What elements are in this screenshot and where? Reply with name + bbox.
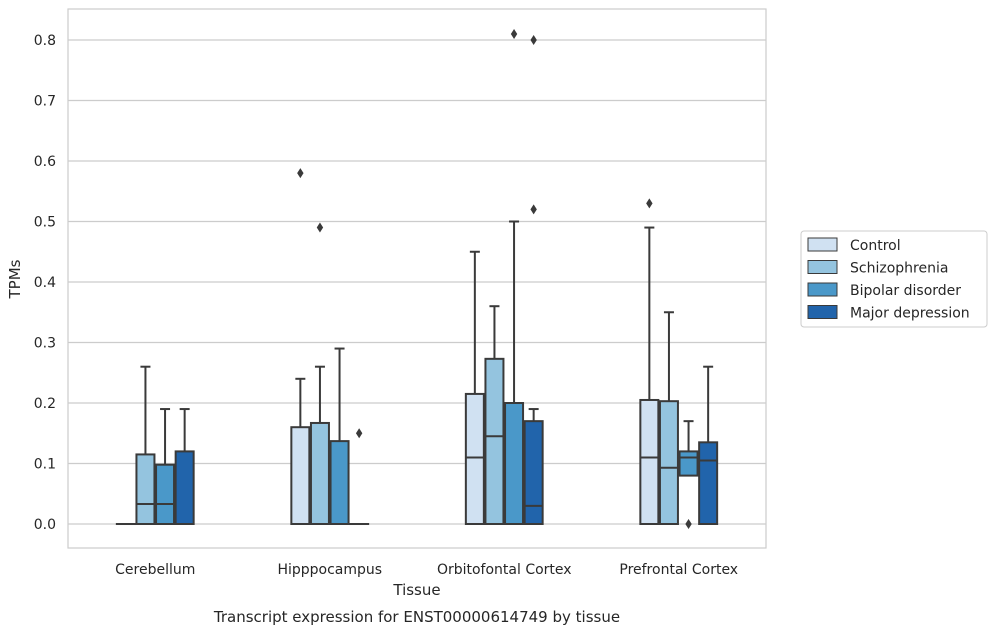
y-tick-label: 0.2 xyxy=(34,396,56,412)
y-axis-label: TPMs xyxy=(6,259,24,299)
legend-swatch xyxy=(807,260,838,274)
legend-swatch xyxy=(807,305,838,319)
box-schizophrenia xyxy=(309,222,330,525)
box-schizophrenia xyxy=(135,365,156,525)
legend-swatch xyxy=(807,282,838,297)
box-schizophrenia xyxy=(484,305,505,525)
box-bipolar-disorder xyxy=(678,420,699,529)
legend: Control Schizophrenia Bipolar disorder Majo… xyxy=(800,230,988,328)
box-iqr xyxy=(658,400,679,525)
box-iqr xyxy=(678,450,699,477)
outlier-point xyxy=(530,35,537,45)
outlier-point xyxy=(685,519,692,529)
box-iqr xyxy=(464,392,485,525)
chart-caption: Transcript expression for ENST0000061474… xyxy=(213,608,620,626)
box-iqr xyxy=(504,402,525,525)
y-tick-label: 0.0 xyxy=(34,517,56,533)
boxes xyxy=(115,28,719,529)
x-tick-label: Hipppocampus xyxy=(277,562,382,578)
plot-frame xyxy=(67,8,767,549)
box-iqr xyxy=(309,421,330,525)
legend-label: Major depression xyxy=(850,306,970,322)
box-bipolar-disorder xyxy=(329,347,350,525)
x-tick-label: Cerebellum xyxy=(115,562,195,578)
y-tick-label: 0.1 xyxy=(34,457,56,473)
x-axis-ticks: Cerebellum Hipppocampus Orbitofontal Corte… xyxy=(115,562,738,578)
box-iqr xyxy=(639,398,660,526)
box-control xyxy=(464,250,485,525)
box-major-depression xyxy=(174,408,195,525)
legend-label: Schizophrenia xyxy=(850,261,948,277)
legend-frame xyxy=(800,230,988,328)
y-tick-label: 0.5 xyxy=(34,215,56,231)
x-axis-label: Tissue xyxy=(392,581,440,599)
box-iqr xyxy=(155,463,176,525)
legend-label: Bipolar disorder xyxy=(850,283,961,299)
outlier-point xyxy=(297,168,304,179)
outlier-point xyxy=(355,428,363,439)
legend-swatch xyxy=(807,237,838,252)
y-tick-label: 0.3 xyxy=(34,336,56,352)
x-tick-label: Prefrontal Cortex xyxy=(619,562,738,578)
x-tick-label: Orbitofontal Cortex xyxy=(437,562,572,578)
box-iqr xyxy=(290,426,311,526)
box-iqr xyxy=(174,450,195,525)
box-iqr xyxy=(523,420,544,525)
box-schizophrenia xyxy=(658,311,679,525)
y-axis-ticks: 0.0 0.1 0.2 0.3 0.4 0.5 0.6 0.7 0.8 xyxy=(34,33,56,533)
box-major-depression xyxy=(698,365,719,526)
y-tick-label: 0.8 xyxy=(34,33,56,49)
box-bipolar-disorder xyxy=(504,28,525,525)
box-iqr xyxy=(698,441,719,526)
outlier-point xyxy=(646,198,653,209)
box-iqr xyxy=(135,453,156,525)
outlier-point xyxy=(316,222,324,233)
box-control xyxy=(290,168,311,526)
y-tick-label: 0.6 xyxy=(34,154,56,170)
box-major-depression xyxy=(523,35,544,525)
box-major-depression xyxy=(349,428,370,526)
legend-label: Control xyxy=(850,238,901,254)
y-tick-label: 0.4 xyxy=(34,275,56,291)
box-control xyxy=(639,198,660,526)
box-iqr xyxy=(329,440,350,525)
box-iqr xyxy=(484,357,505,525)
box-bipolar-disorder xyxy=(155,408,176,525)
outlier-point xyxy=(530,204,537,215)
outlier-point xyxy=(510,28,518,39)
y-tick-label: 0.7 xyxy=(34,94,56,110)
